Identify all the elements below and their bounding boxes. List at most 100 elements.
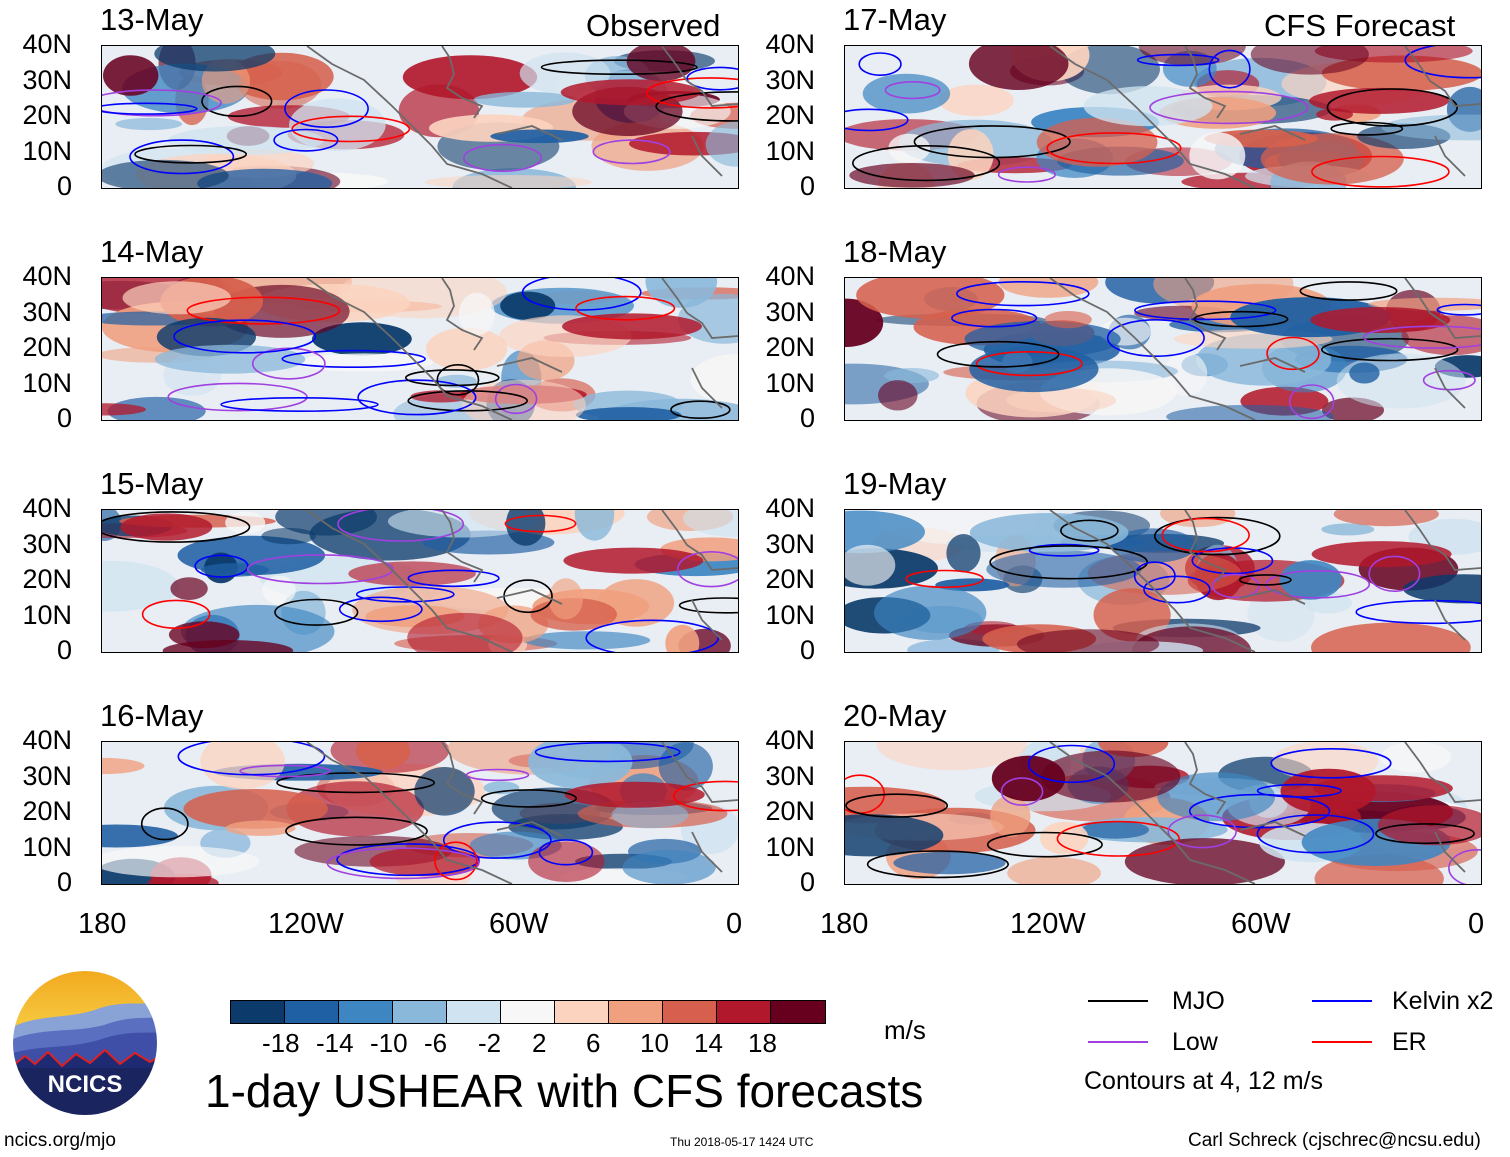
y-tick-label: 20N	[22, 796, 72, 826]
kelvin-contour	[1028, 543, 1100, 557]
y-tick-label: 0	[56, 171, 72, 201]
panel-label-cfs-forecast: CFS Forecast	[1264, 8, 1456, 43]
mjo-contour	[913, 125, 1071, 159]
shear-blob	[845, 298, 884, 347]
y-tick-label: 10N	[765, 831, 815, 862]
kelvin-contour	[951, 308, 1038, 328]
mjo-contour	[678, 597, 738, 614]
kelvin-contour	[442, 821, 552, 859]
shear-blob	[102, 560, 179, 612]
shear-blob	[528, 841, 605, 882]
low-contour	[246, 554, 394, 585]
colorbar-swatch	[447, 1001, 501, 1023]
footer-timestamp: Thu 2018-05-17 1424 UTC	[670, 1135, 814, 1149]
er-contour	[1311, 155, 1450, 188]
colorbar-tick-label: 6	[586, 1028, 601, 1058]
panel-date-l1: 13-May	[100, 2, 204, 37]
shear-blob	[102, 845, 260, 878]
shear-blob	[878, 380, 918, 411]
panel-date-l3: 15-May	[100, 466, 204, 501]
shear-blob	[1321, 523, 1375, 536]
colorbar-swatch	[609, 1001, 663, 1023]
legend-note: Contours at 4, 12 m/s	[1084, 1067, 1324, 1095]
shear-blob	[1349, 362, 1380, 384]
shear-blob	[575, 407, 682, 420]
colorbar-tick-label: -2	[478, 1028, 502, 1058]
panel-date-r3: 19-May	[843, 466, 947, 501]
colorbar-tick-label: 2	[532, 1028, 547, 1058]
legend-line-low	[1088, 1041, 1148, 1043]
y-tick-label: 10N	[765, 367, 815, 398]
colorbar-swatch	[393, 1001, 447, 1023]
shear-blob	[103, 55, 159, 96]
colorbar-swatch	[339, 1001, 393, 1023]
shear-max	[560, 79, 701, 106]
footer-url[interactable]: ncics.org/mjo	[4, 1130, 116, 1151]
colorbar-swatch	[285, 1001, 339, 1023]
x-tick-60w-left: 60W	[489, 908, 549, 940]
low-contour	[494, 383, 538, 415]
kelvin-contour	[1143, 575, 1211, 604]
kelvin-contour	[521, 278, 642, 311]
kelvin-contour	[1256, 814, 1375, 854]
y-tick-label: 40N	[22, 29, 72, 59]
kelvin-contour	[845, 108, 909, 132]
map-panel-20may	[844, 741, 1482, 885]
shear-blob	[665, 624, 700, 652]
y-tick-label: 30N	[22, 528, 72, 559]
x-tick-0-right: 0	[1468, 908, 1485, 940]
y-tick-label: 30N	[765, 760, 815, 791]
shear-blob	[200, 563, 269, 577]
kelvin-contour	[281, 349, 426, 368]
colorbar-tick-label: -10	[370, 1028, 408, 1058]
shear-blob	[262, 575, 296, 605]
mjo-contour	[274, 598, 359, 626]
y-tick-label: 40N	[765, 261, 815, 291]
kelvin-contour	[273, 128, 339, 152]
shear-max	[1311, 541, 1452, 568]
low-contour	[465, 768, 530, 782]
shear-max	[1312, 775, 1453, 802]
shear-blob	[874, 585, 987, 640]
shear-blob	[845, 510, 925, 554]
colorbar-swatch	[231, 1001, 285, 1023]
shear-blob	[387, 510, 536, 538]
shear-max	[562, 313, 702, 340]
shear-blob	[490, 129, 589, 144]
y-tick-label: 40N	[22, 493, 72, 523]
mjo-contour	[851, 145, 1001, 182]
shear-blob	[1007, 857, 1101, 884]
shear-blob	[102, 403, 146, 416]
shear-blob	[990, 795, 1031, 837]
panel-label-observed: Observed	[586, 8, 721, 43]
mjo-contour	[1330, 121, 1404, 136]
er-contour	[186, 296, 341, 325]
shear-blob	[938, 84, 1014, 117]
y-tick-label: 40N	[765, 725, 815, 755]
low-contour	[997, 166, 1056, 183]
shear-blob	[295, 353, 434, 372]
shear-blob	[120, 513, 213, 541]
colorbar-swatch	[717, 1001, 771, 1023]
kelvin-contour	[284, 89, 369, 129]
shear-max	[563, 547, 704, 574]
kelvin-contour	[1436, 303, 1481, 316]
y-tick-label: 10N	[765, 135, 815, 166]
shear-blob	[102, 757, 145, 775]
mjo-contour	[1326, 88, 1458, 127]
low-contour	[1000, 777, 1044, 806]
mjo-contour	[1153, 516, 1281, 556]
low-contour	[462, 143, 542, 172]
y-tick-label: 20N	[22, 564, 72, 594]
shear-blob	[968, 46, 1069, 90]
shear-blob	[1260, 133, 1404, 185]
mjo-contour	[436, 364, 480, 396]
y-tick-label: 10N	[22, 135, 72, 166]
kelvin-contour	[534, 742, 681, 763]
kelvin-contour	[336, 843, 480, 877]
x-tick-0-left: 0	[726, 908, 743, 940]
y-tick-label: 0	[56, 635, 72, 665]
low-contour	[326, 847, 480, 880]
shear-blob	[1083, 86, 1213, 127]
colorbar-swatch	[501, 1001, 555, 1023]
